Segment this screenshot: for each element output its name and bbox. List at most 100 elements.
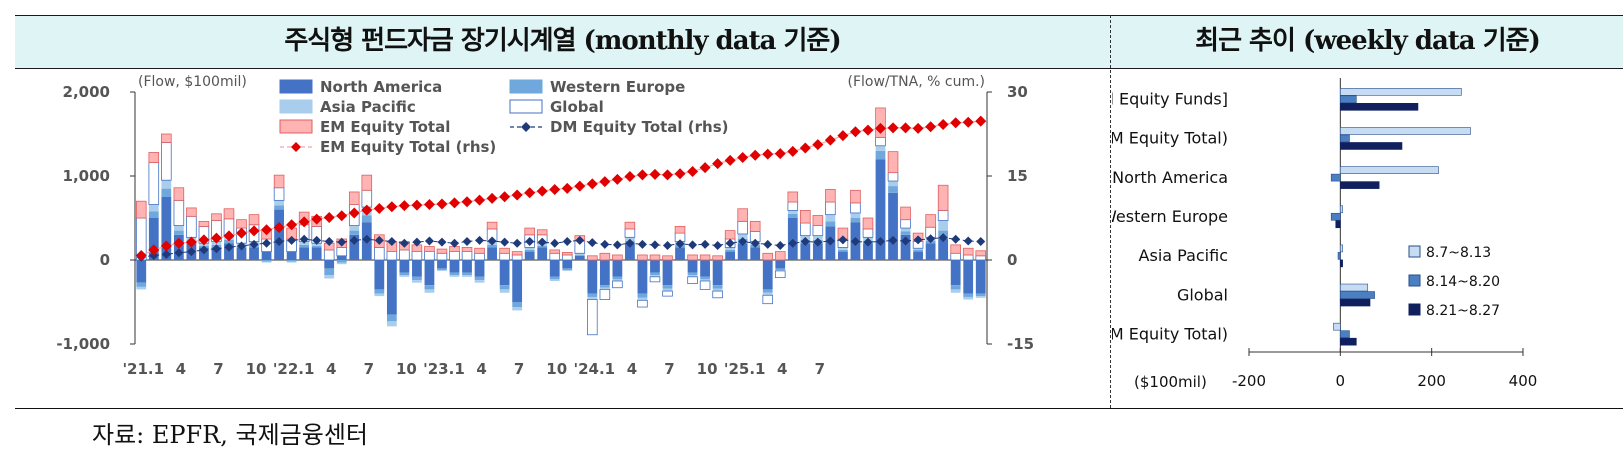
weekly-legend-item: 8.7~8.13 [1408, 245, 1491, 261]
weekly-bar [1340, 134, 1350, 143]
weekly-bar [1340, 283, 1369, 292]
em-rhs-point [198, 234, 210, 246]
bar-western-europe [838, 249, 848, 252]
dm-rhs-point [838, 235, 848, 245]
bar-asia-pacific [148, 204, 159, 212]
bar-global [975, 255, 987, 261]
em-rhs-point [925, 121, 937, 133]
legend-item-north-america: North America [279, 78, 442, 96]
dm-rhs-point [224, 242, 234, 252]
bar-em-equity [774, 251, 786, 261]
dm-rhs-point [825, 236, 835, 246]
dm-rhs-point [788, 238, 798, 248]
bar-north-america [412, 260, 422, 277]
bar-north-america [687, 260, 698, 273]
em-rhs-point [962, 116, 974, 128]
weekly-category-label: Global [1177, 285, 1228, 304]
em-rhs-point [499, 191, 511, 203]
weekly-category-label: North America [1112, 168, 1228, 187]
panel-divider [1110, 15, 1111, 408]
dm-rhs-point [976, 237, 986, 247]
bar-western-europe [136, 282, 147, 287]
bar-global [900, 219, 911, 229]
bar-global [662, 290, 673, 297]
x-tick-label: '24.1 [574, 360, 616, 378]
bar-western-europe [386, 314, 397, 322]
x-tick-label: 4 [476, 360, 486, 378]
bar-western-europe [650, 272, 660, 276]
bar-north-america [136, 260, 147, 283]
em-rhs-point [799, 142, 811, 154]
weekly-bar [1340, 127, 1471, 135]
bar-north-america [574, 255, 585, 260]
bar-em-equity [536, 229, 548, 236]
bar-em-equity [486, 221, 498, 230]
bar-em-equity [273, 174, 285, 189]
bar-em-equity [937, 184, 949, 211]
em-rhs-point [887, 122, 899, 134]
em-rhs-point [649, 168, 661, 180]
bar-asia-pacific [587, 296, 598, 300]
bar-asia-pacific [562, 270, 573, 271]
legend-item-em-equity: EM Equity Total [279, 118, 450, 136]
x-tick-label: '21.1 [122, 360, 164, 378]
dm-rhs-point [487, 236, 497, 246]
bar-global [812, 225, 824, 237]
dm-rhs-point [362, 234, 372, 244]
bar-global [862, 228, 874, 238]
dm-rhs-point [625, 238, 635, 248]
em-rhs-point [712, 158, 724, 170]
bar-em-equity [549, 249, 561, 254]
bar-global [549, 252, 561, 261]
bar-western-europe [399, 272, 410, 276]
em-rhs-point [261, 224, 273, 236]
weekly-bar [1340, 181, 1380, 189]
bar-asia-pacific [725, 247, 736, 250]
dm-rhs-point [186, 247, 196, 257]
dm-rhs-point [813, 237, 823, 247]
bar-em-equity [800, 210, 811, 224]
weekly-bar [1340, 330, 1350, 338]
bar-western-europe [487, 244, 497, 248]
bar-western-europe [599, 285, 610, 288]
bar-asia-pacific [449, 275, 460, 277]
em-rhs-point [875, 122, 886, 134]
em-rhs-point [511, 189, 523, 201]
dm-rhs-point [938, 233, 948, 243]
bar-asia-pacific [650, 275, 660, 277]
em-rhs-point [561, 182, 573, 194]
bar-em-equity [612, 254, 623, 261]
dm-rhs-point [249, 239, 259, 249]
bar-western-europe [775, 268, 786, 271]
bar-global [687, 276, 698, 284]
dm-rhs-point [663, 240, 672, 250]
dm-rhs-point [600, 239, 610, 249]
bar-em-equity [674, 225, 686, 234]
bar-north-america [762, 260, 773, 290]
x-tick-label: 4 [176, 360, 186, 378]
bar-north-america [399, 260, 410, 273]
bar-global [699, 280, 711, 290]
bar-em-equity [186, 207, 197, 217]
dm-rhs-point [437, 237, 447, 247]
bar-north-america [274, 209, 284, 260]
bar-western-europe [662, 285, 673, 289]
bar-north-america [299, 247, 310, 260]
bar-north-america [888, 192, 898, 260]
bar-asia-pacific [386, 321, 397, 327]
dm-rhs-point [387, 237, 397, 247]
em-rhs-point [398, 200, 410, 212]
em-rhs-point [937, 118, 949, 130]
x-tick-label: 10 [546, 360, 567, 378]
bar-north-america [462, 260, 472, 273]
em-rhs-point [737, 152, 749, 164]
bar-western-europe [424, 285, 435, 290]
em-rhs-point [323, 211, 335, 223]
bar-em-equity [762, 252, 774, 261]
monthly-flow-chart: 2,000 1,000 0 -1,000 30 15 0 -15 (Flow, $100mil)… [56, 74, 1034, 378]
dm-rhs-point [612, 240, 622, 250]
dm-rhs-point [951, 234, 961, 244]
bar-em-equity [724, 230, 736, 240]
bar-global [361, 189, 373, 208]
bar-global [424, 251, 435, 261]
